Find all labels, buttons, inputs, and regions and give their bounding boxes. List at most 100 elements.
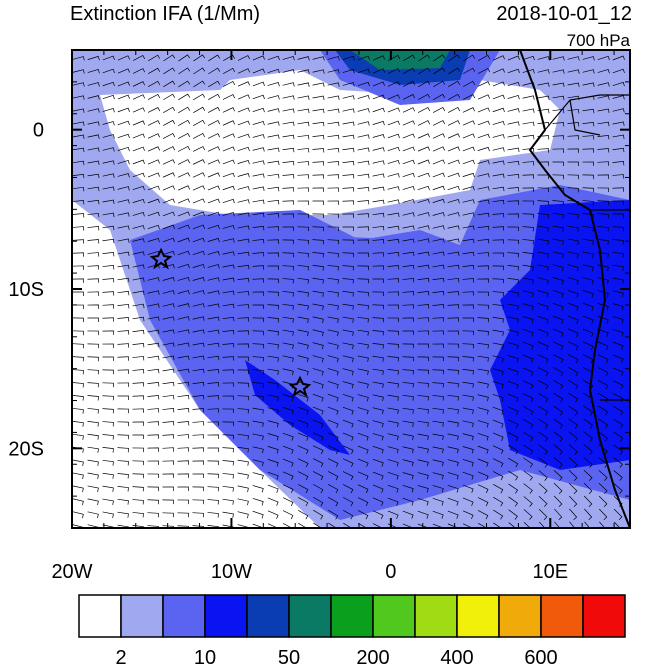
wind-barb (72, 343, 84, 349)
wind-barb (192, 290, 205, 295)
wind-barb (72, 121, 85, 126)
wind-barb (297, 252, 309, 258)
wind-barb (222, 498, 234, 505)
wind-barb (493, 522, 502, 528)
wind-barb (282, 121, 295, 127)
wind-barb (117, 81, 130, 87)
wind-barb (327, 56, 340, 61)
wind-barb (537, 225, 549, 232)
wind-barb (237, 343, 249, 348)
wind-barb (432, 356, 444, 362)
wind-barb (597, 328, 609, 337)
wind-barb (462, 407, 474, 415)
colorbar-box (372, 594, 416, 638)
wind-barb (372, 523, 383, 528)
wind-barb (372, 186, 385, 192)
wind-barb (87, 82, 100, 87)
wind-barb (102, 330, 114, 335)
wind-barb (192, 394, 205, 400)
wind-barb (87, 147, 100, 152)
wind-barb (402, 212, 415, 217)
wind-barb (569, 521, 576, 528)
wind-barb (312, 213, 324, 219)
wind-barb (282, 69, 295, 74)
wind-barb (207, 198, 220, 204)
wind-barb (372, 420, 384, 428)
wind-barb (87, 382, 99, 388)
wind-barb (117, 382, 129, 387)
wind-barb (148, 67, 161, 75)
wind-barb (567, 315, 579, 324)
wind-barb (267, 433, 279, 441)
wind-barb (463, 67, 476, 75)
wind-barb (252, 343, 264, 349)
wind-barb (477, 186, 490, 191)
wind-barb (117, 186, 130, 191)
wind-barb (448, 93, 461, 100)
wind-barb (87, 317, 99, 322)
wind-barb (447, 120, 461, 126)
wind-barb (522, 69, 535, 74)
wind-barb (567, 148, 579, 153)
wind-barb (597, 303, 609, 311)
wind-barb (282, 108, 295, 113)
wind-barb (372, 55, 385, 61)
wind-barb (432, 277, 445, 283)
wind-barb (192, 185, 205, 191)
wind-barb (87, 330, 99, 336)
wind-barb (237, 472, 249, 479)
wind-barb (432, 497, 444, 506)
wind-barb (507, 147, 520, 153)
wind-barb (208, 80, 221, 88)
wind-barb (282, 445, 294, 454)
wind-barb (357, 121, 370, 126)
wind-barb (267, 213, 280, 218)
wind-barb (612, 393, 624, 403)
wind-barb (177, 290, 190, 295)
colorbar-label: 400 (440, 647, 473, 667)
wind-barb (582, 161, 594, 166)
wind-barb (522, 277, 534, 285)
wind-barb (162, 460, 174, 465)
wind-barb (568, 469, 578, 481)
wind-barb (147, 224, 160, 230)
wind-barb (492, 445, 504, 455)
wind-barb (552, 264, 564, 272)
wind-barb (177, 172, 190, 178)
wind-barb (477, 394, 489, 402)
wind-barb (402, 238, 415, 243)
wind-barb (432, 106, 446, 113)
wind-barb (568, 431, 578, 442)
wind-barb (328, 522, 337, 528)
wind-barb (117, 55, 130, 61)
wind-barb (178, 119, 191, 126)
wind-barb (102, 304, 115, 309)
wind-barb (147, 107, 161, 113)
wind-barb (192, 146, 206, 152)
wind-barb (327, 277, 339, 284)
wind-barb (162, 408, 175, 413)
wind-barb (387, 186, 400, 191)
wind-barb (297, 95, 310, 100)
wind-barb (282, 174, 295, 179)
wind-barb (402, 446, 414, 454)
wind-barb (612, 380, 624, 390)
wind-barb (207, 473, 219, 479)
wind-barb (432, 395, 444, 401)
wind-barb (522, 161, 535, 166)
wind-barb (357, 407, 369, 415)
wind-barb (312, 355, 324, 363)
wind-barb (372, 94, 385, 100)
wind-barb (102, 369, 114, 375)
wind-barb (418, 67, 431, 75)
wind-barb (357, 160, 370, 166)
wind-barb (222, 133, 235, 139)
wind-barb (192, 434, 205, 439)
wind-barb (132, 107, 145, 113)
wind-barb (597, 148, 610, 153)
wind-barb (492, 304, 504, 310)
wind-barb (162, 421, 175, 426)
wind-barb (417, 356, 429, 362)
wind-barb (522, 213, 534, 219)
wind-barb (297, 213, 309, 219)
